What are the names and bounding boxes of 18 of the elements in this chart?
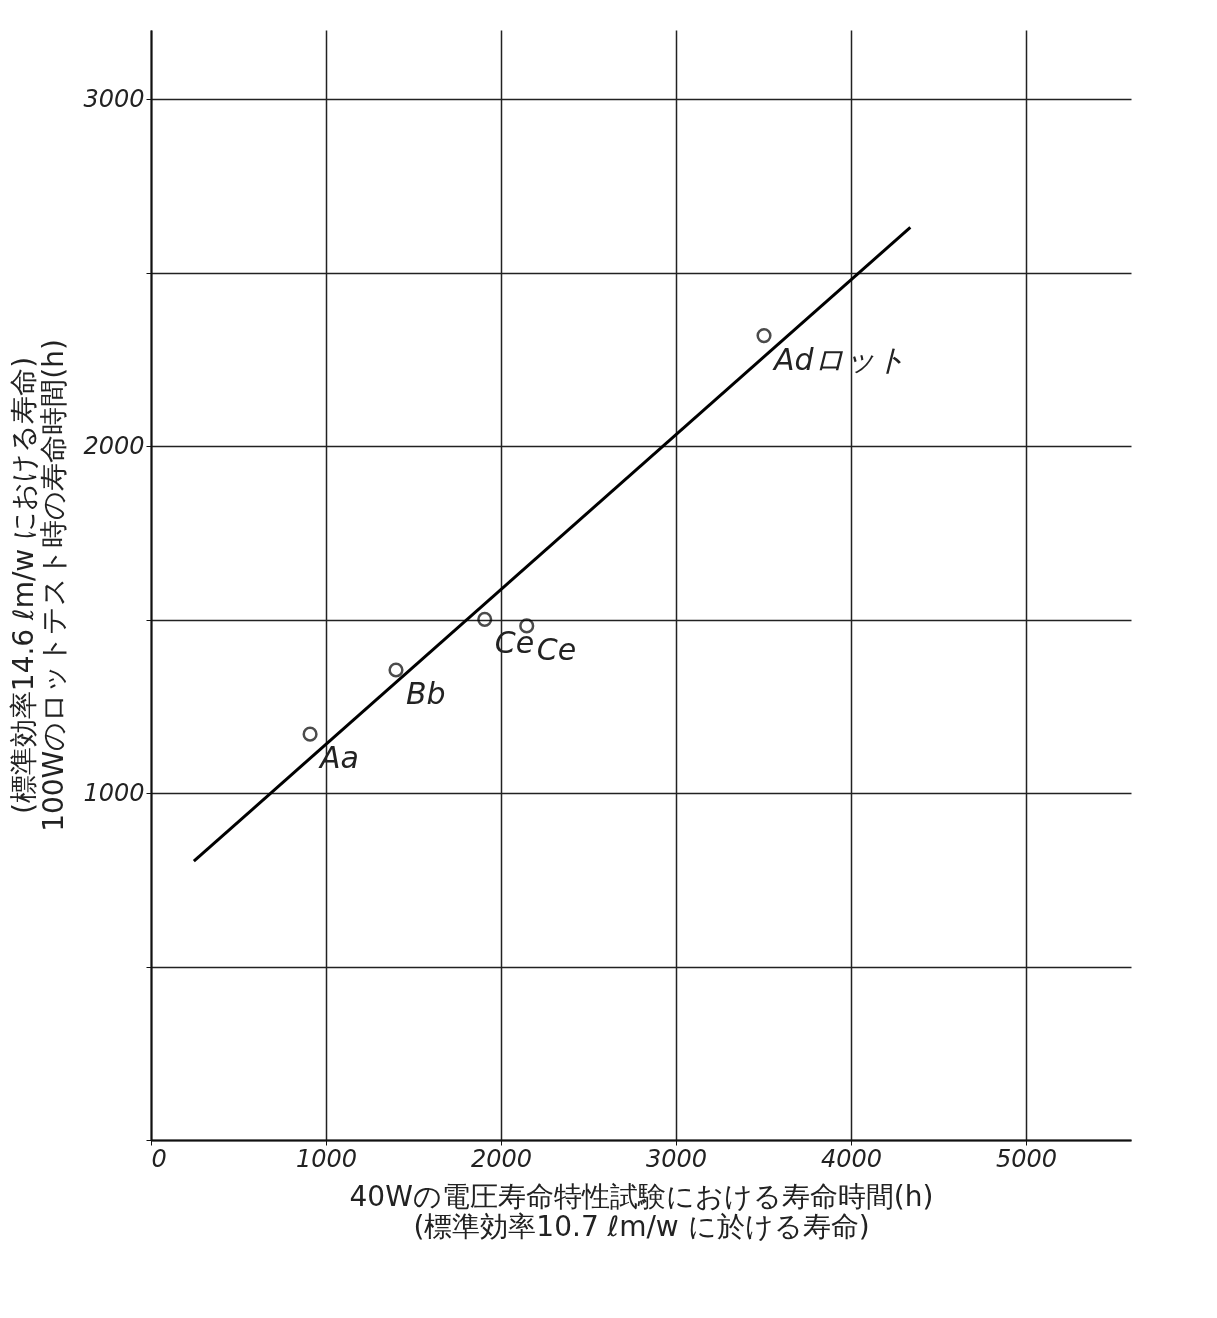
x-axis-title: 40Wの電圧寿命特性試験における寿命時間(h) (標準効率10.7 ℓm/w に於ける寿命): [349, 1179, 934, 1243]
y-tick-label: 3000: [83, 84, 145, 113]
y-tick-label: 1000: [83, 778, 145, 807]
point: [388, 662, 404, 678]
point: [302, 726, 318, 742]
x-tick-label: 4000: [820, 1144, 883, 1173]
x-tick-label: 5000: [995, 1144, 1058, 1173]
x-tick-label: 3000: [645, 1144, 708, 1173]
y-axis-title: (標準効率14.6 ℓm/w における寿命) 100Wのロットテスト時の寿命時間(h): [7, 339, 71, 832]
x-tick-label: 0: [151, 1144, 167, 1173]
annotation: Adロット: [772, 341, 907, 377]
x-tick-label: 1000: [295, 1144, 358, 1173]
point: [477, 611, 493, 627]
x-tick-label: 2000: [470, 1144, 533, 1173]
y-tick-label: 2000: [83, 431, 145, 460]
point: [756, 328, 772, 344]
annotation: Bb: [406, 675, 446, 711]
annotation: Ce: [536, 631, 577, 667]
